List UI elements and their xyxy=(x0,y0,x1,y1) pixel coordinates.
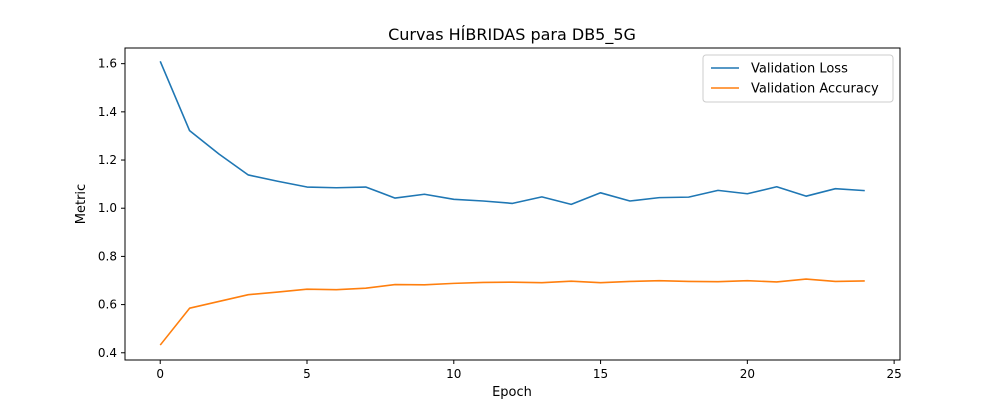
x-tick-label: 10 xyxy=(446,367,461,381)
chart-title: Curvas HÍBRIDAS para DB5_5G xyxy=(388,25,636,45)
plot-area-frame xyxy=(124,47,901,361)
x-tick-label: 20 xyxy=(740,367,755,381)
y-axis-label: Metric xyxy=(74,184,89,224)
y-tick-label: 1.2 xyxy=(98,153,117,167)
y-tick-label: 0.8 xyxy=(98,249,117,263)
y-tick-label: 1.4 xyxy=(98,105,117,119)
legend-entry: Validation Loss xyxy=(751,62,848,77)
y-tick-label: 0.4 xyxy=(98,346,117,360)
legend: Validation Loss Validation Accuracy xyxy=(702,54,894,103)
legend-box xyxy=(702,54,894,103)
x-tick-label: 15 xyxy=(593,367,608,381)
y-tick-label: 0.6 xyxy=(98,298,117,312)
x-axis-label: Epoch xyxy=(492,385,532,400)
x-tick-label: 0 xyxy=(156,367,164,381)
series-line-validation-loss xyxy=(159,60,865,206)
y-tick-label: 1.0 xyxy=(98,201,117,215)
x-tick-label: 5 xyxy=(303,367,311,381)
x-tick-label: 25 xyxy=(886,367,901,381)
series-line-validation-accuracy xyxy=(159,278,865,346)
legend-entry: Validation Accuracy xyxy=(751,82,879,97)
y-tick-label: 1.6 xyxy=(98,57,117,71)
